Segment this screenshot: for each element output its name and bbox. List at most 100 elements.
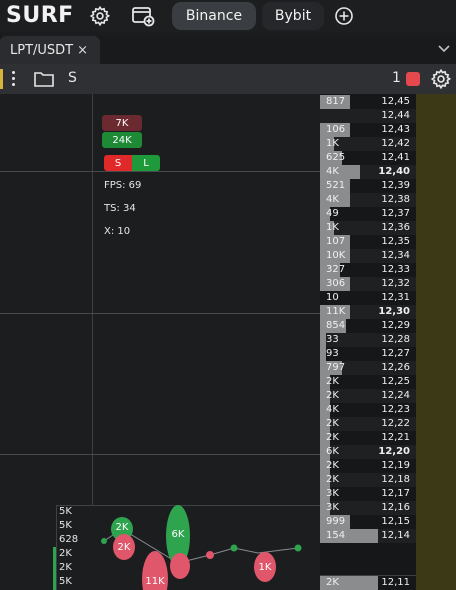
trade-bubble-label: 2K: [117, 542, 131, 553]
trade-bubble-label: 1K: [258, 562, 272, 573]
orderbook-price: 12,44: [381, 110, 410, 121]
orderbook-row[interactable]: 6K 12,20: [320, 445, 416, 459]
orderbook-volume: 10K: [326, 250, 346, 261]
orderbook-row[interactable]: 999 12,15: [320, 515, 416, 529]
panel-settings-gear-icon[interactable]: [430, 68, 452, 90]
add-exchange-icon[interactable]: [332, 4, 356, 28]
orderbook-row[interactable]: 33 12,28: [320, 333, 416, 347]
tab-close-icon[interactable]: ×: [77, 42, 89, 58]
alert-count: 1: [392, 70, 401, 86]
trade-dot: [230, 544, 238, 552]
buy-volume-badge: 24K: [102, 132, 142, 148]
orderbook-price: 12,18: [381, 474, 410, 485]
orderbook-row[interactable]: 93 12,27: [320, 347, 416, 361]
orderbook-row[interactable]: 854 12,29: [320, 319, 416, 333]
orderbook-row[interactable]: 2K 12,22: [320, 417, 416, 431]
orderbook-row[interactable]: 4K 12,38: [320, 193, 416, 207]
exchange-tab-bybit[interactable]: Bybit: [262, 2, 324, 30]
tab-lpt-usdt[interactable]: LPT/USDT ×: [0, 36, 100, 64]
trade-bubble-label: 11K: [145, 576, 165, 587]
orderbook-row[interactable]: 521 12,39: [320, 179, 416, 193]
orderbook-row[interactable]: 2K 12,19: [320, 459, 416, 473]
depth-column: [416, 94, 456, 590]
orderbook-volume: 33: [326, 334, 339, 345]
trade-bubble: [113, 534, 135, 560]
app-logo: SURF: [6, 3, 74, 28]
orderbook-price: 12,11: [381, 577, 410, 588]
orderbook-price: 12,36: [381, 222, 410, 233]
orderbook-volume: 2K: [326, 460, 339, 471]
folder-icon[interactable]: [33, 70, 55, 88]
orderbook-row[interactable]: 817 12,45: [320, 95, 416, 109]
more-menu-icon[interactable]: [9, 68, 17, 90]
tab-bar: LPT/USDT ×: [0, 36, 456, 64]
symbol-toolbar: S 1: [0, 64, 456, 94]
orderbook-row[interactable]: 49 12,37: [320, 207, 416, 221]
orderbook-row[interactable]: 1K 12,42: [320, 137, 416, 151]
orderbook-row[interactable]: 11K 12,30: [320, 305, 416, 319]
long-button[interactable]: L: [132, 155, 160, 171]
orderbook-row[interactable]: 2K 12,11: [320, 575, 416, 590]
trade-size-label: 5K: [59, 520, 72, 531]
orderbook-row[interactable]: 625 12,41: [320, 151, 416, 165]
orderbook-volume: 4K: [326, 166, 339, 177]
orderbook-volume: 625: [326, 152, 346, 163]
grid-line: [0, 454, 456, 455]
orderbook-row[interactable]: 106 12,43: [320, 123, 416, 137]
exchange-tab-binance[interactable]: Binance: [172, 2, 256, 30]
orderbook-volume: 306: [326, 278, 346, 289]
orderbook-price: 12,23: [381, 404, 410, 415]
orderbook-row[interactable]: 797 12,26: [320, 361, 416, 375]
orderbook-price: 12,32: [381, 278, 410, 289]
alert-indicator[interactable]: [406, 72, 420, 86]
orderbook-price: 12,37: [381, 208, 410, 219]
orderbook-price: 12,30: [378, 306, 410, 317]
orderbook-row[interactable]: 10K 12,34: [320, 249, 416, 263]
trade-size-label: 2K: [59, 562, 72, 573]
orderbook-row[interactable]: 154 12,14: [320, 529, 416, 543]
orderbook-price: 12,21: [381, 432, 410, 443]
short-button[interactable]: S: [104, 155, 132, 171]
orderbook-row[interactable]: 12,44: [320, 109, 416, 123]
trade-size-label: 628: [59, 534, 79, 545]
orderbook-row[interactable]: 306 12,32: [320, 277, 416, 291]
x-readout: X: 10: [104, 226, 131, 237]
grid-line: [92, 94, 93, 590]
orderbook-volume: 11K: [326, 306, 346, 317]
orderbook-row[interactable]: 4K 12,23: [320, 403, 416, 417]
orderbook-price: 12,22: [381, 418, 410, 429]
trade-bubble-label: 6K: [171, 529, 185, 540]
orderbook-price: 12,34: [381, 250, 410, 261]
orderbook-volume: 1K: [326, 138, 339, 149]
orderbook-volume: 10: [326, 292, 339, 303]
symbol-search-input[interactable]: S: [68, 70, 77, 86]
add-window-icon[interactable]: [131, 4, 155, 28]
orderbook-volume: 6K: [326, 446, 339, 457]
orderbook-price: 12,38: [381, 194, 410, 205]
orderbook-row[interactable]: 2K 12,24: [320, 389, 416, 403]
orderbook-price: 12,43: [381, 124, 410, 135]
orderbook-volume: 4K: [326, 404, 339, 415]
orderbook-volume: 2K: [326, 577, 339, 588]
orderbook-row[interactable]: 4K 12,40: [320, 165, 416, 179]
orderbook-price: 12,19: [381, 460, 410, 471]
orderbook-row[interactable]: 10 12,31: [320, 291, 416, 305]
orderbook-volume: 2K: [326, 390, 339, 401]
orderbook-volume: 797: [326, 362, 346, 373]
settings-gear-icon[interactable]: [88, 4, 112, 28]
orderbook-price: 12,27: [381, 348, 410, 359]
orderbook-volume: 1K: [326, 222, 339, 233]
orderbook-row[interactable]: 2K 12,21: [320, 431, 416, 445]
orderbook-row[interactable]: 2K 12,18: [320, 473, 416, 487]
orderbook-row[interactable]: 3K 12,17: [320, 487, 416, 501]
orderbook-row[interactable]: 107 12,35: [320, 235, 416, 249]
orderbook-row[interactable]: 327 12,33: [320, 263, 416, 277]
orderbook-volume: 521: [326, 180, 346, 191]
orderbook-row[interactable]: 3K 12,16: [320, 501, 416, 515]
orderbook-volume: 3K: [326, 488, 339, 499]
orderbook-row[interactable]: 2K 12,25: [320, 375, 416, 389]
orderbook-volume: 106: [326, 124, 346, 135]
orderbook-price: 12,41: [381, 152, 410, 163]
orderbook-row[interactable]: 1K 12,36: [320, 221, 416, 235]
chevron-down-icon[interactable]: [436, 40, 452, 56]
